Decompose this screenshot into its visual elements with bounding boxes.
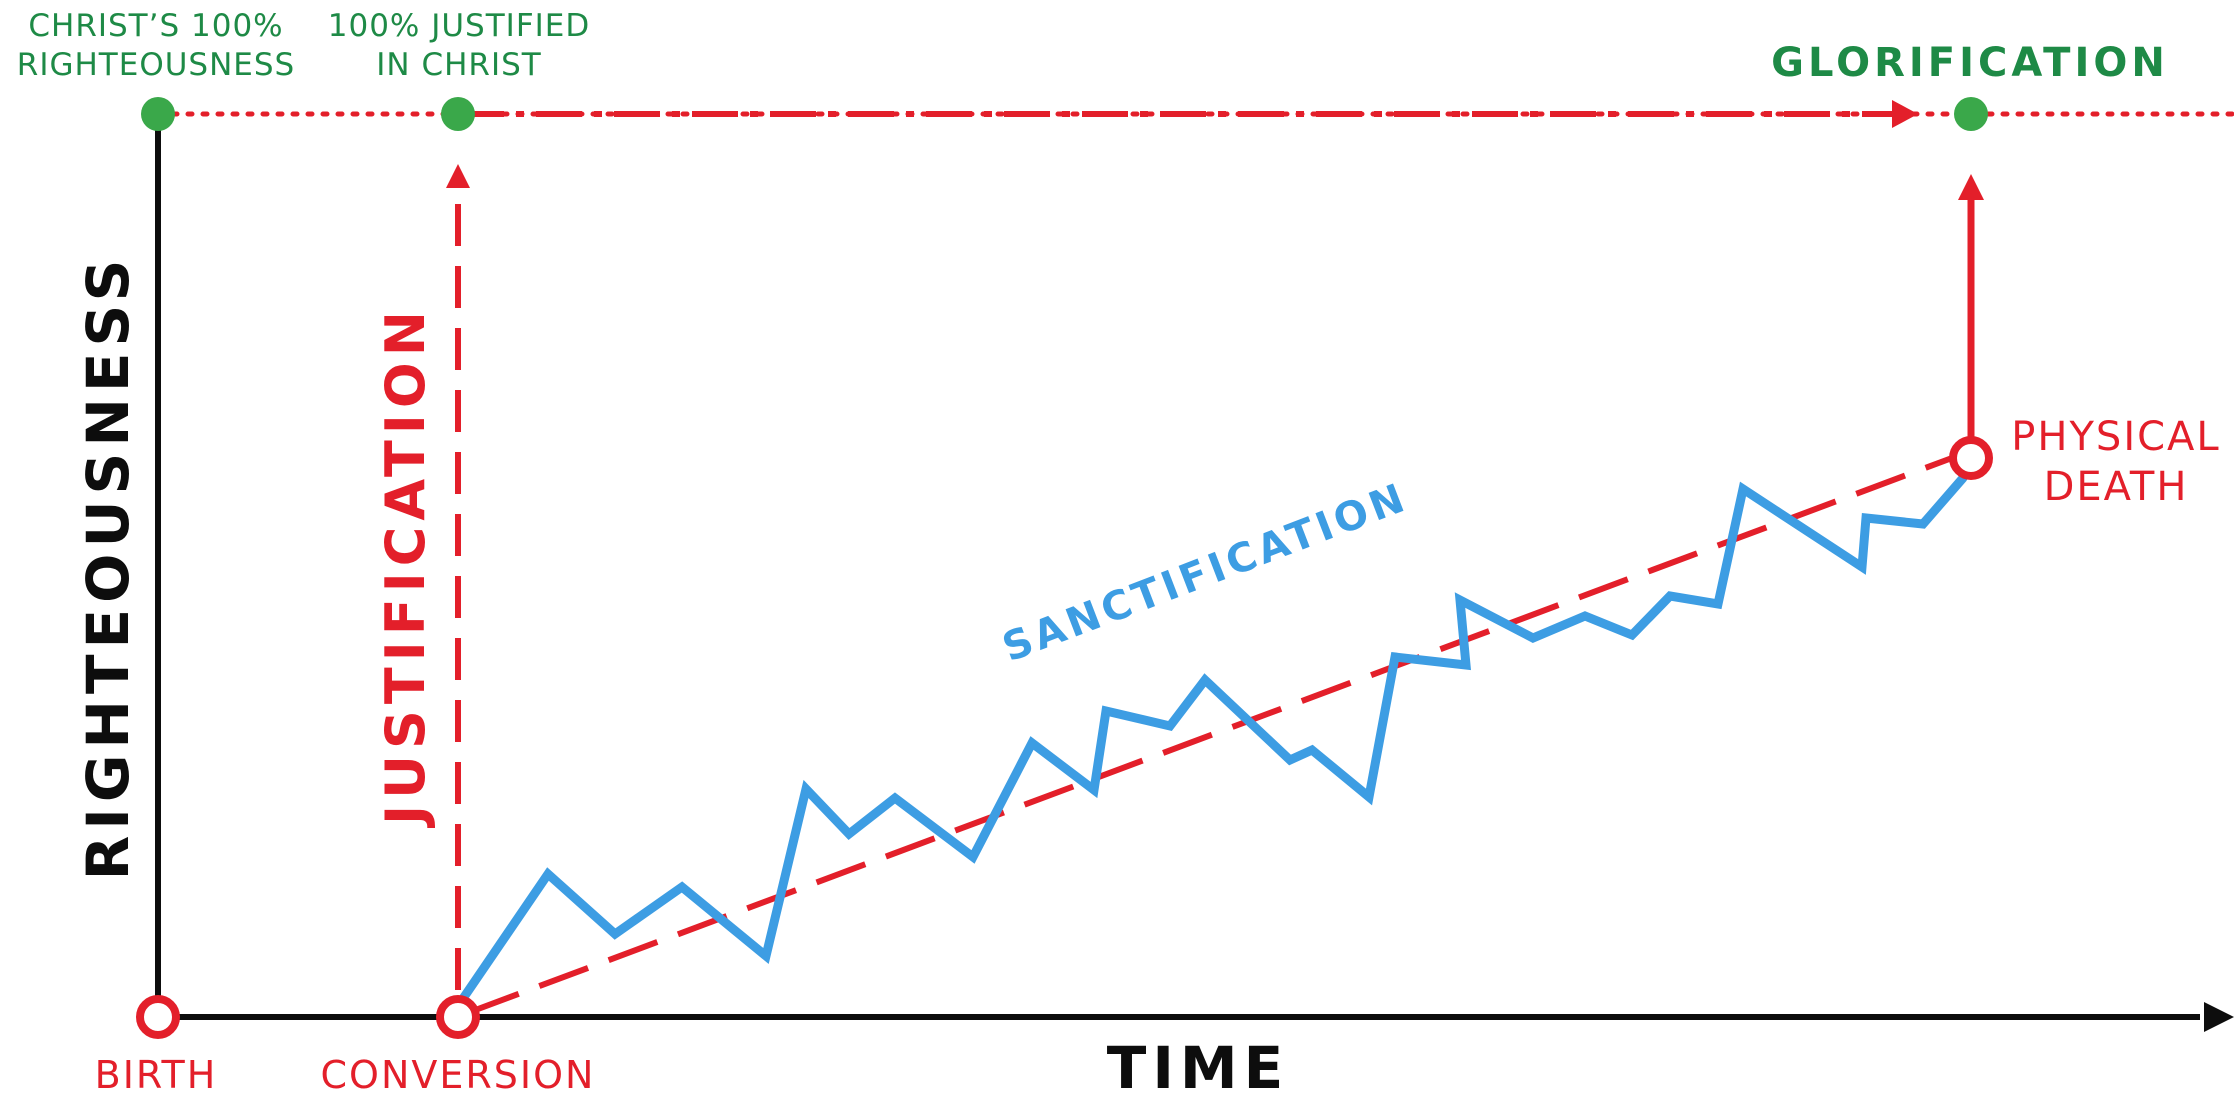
christ-righteousness-dot (141, 97, 175, 131)
sanctification-label: SANCTIFICATION (996, 474, 1414, 671)
y-axis-title: RIGHTEOUSNESS (74, 254, 142, 881)
sanctification-line (457, 473, 1968, 1005)
christs-righteousness-label-line1: CHRIST’S 100% (28, 8, 283, 44)
conversion-label: CONVERSION (321, 1053, 596, 1095)
justification-label: JUSTIFICATION (374, 305, 437, 829)
physical-death-point (1949, 436, 1993, 480)
justified-line-arrowhead (1892, 100, 1918, 128)
justified-label-line1: 100% JUSTIFIED (328, 8, 591, 44)
justified-label-line2: IN CHRIST (376, 47, 542, 83)
christs-righteousness-label-line2: RIGHTEOUSNESS (17, 47, 295, 83)
birth-label: BIRTH (95, 1053, 218, 1095)
physical-death-label-line1: PHYSICAL (2011, 414, 2220, 460)
birth-point (136, 995, 180, 1039)
glorification-dot (1954, 97, 1988, 131)
justification-arrowhead (446, 164, 470, 188)
justified-dot (441, 97, 475, 131)
physical-death-label-line2: DEATH (2044, 464, 2189, 510)
x-axis-title: TIME (1107, 1034, 1289, 1095)
conversion-point (436, 995, 480, 1039)
glorification-label: GLORIFICATION (1771, 40, 2169, 86)
glorification-arrowhead (1958, 174, 1984, 200)
x-axis-arrowhead (2204, 1002, 2234, 1032)
